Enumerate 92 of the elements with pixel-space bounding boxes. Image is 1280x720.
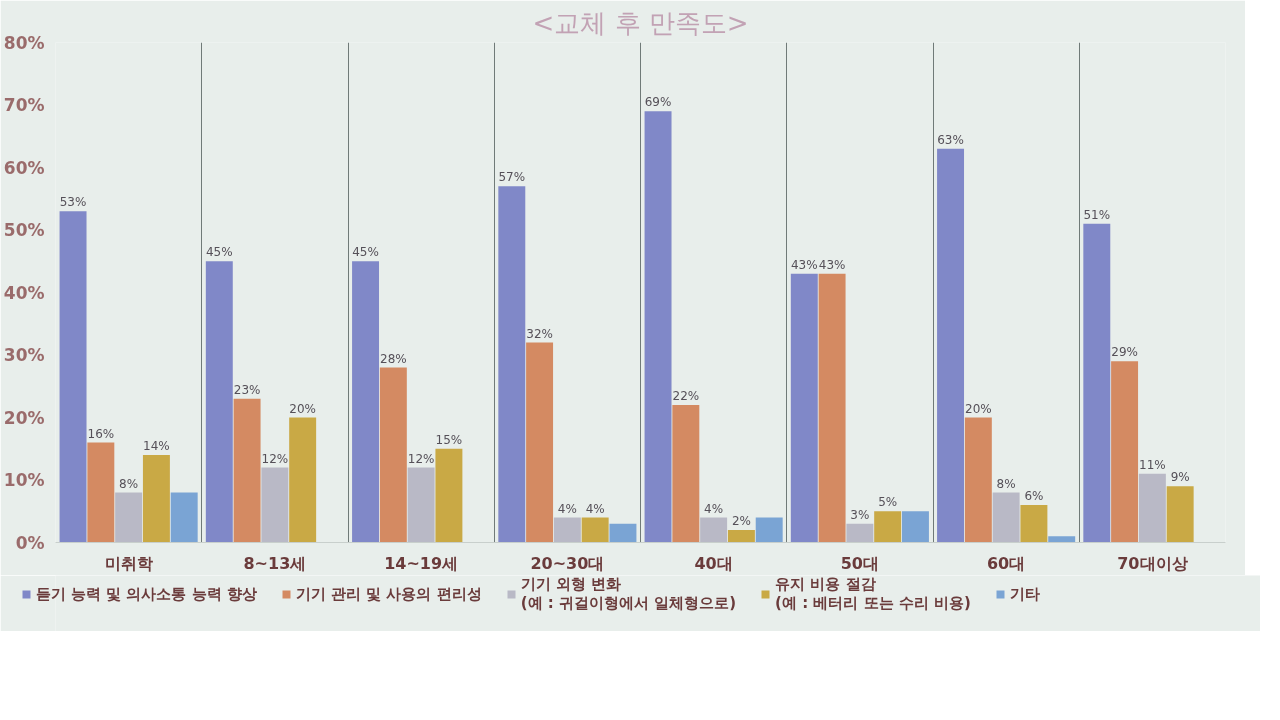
y-tick-label: 80% xyxy=(3,32,45,53)
bar xyxy=(1048,536,1076,543)
bar xyxy=(1020,505,1048,543)
data-label: 14% xyxy=(143,439,170,453)
data-label: 8% xyxy=(119,476,139,491)
legend-label: 기타 xyxy=(1009,584,1040,604)
y-tick-label: 0% xyxy=(15,532,45,553)
bar xyxy=(818,273,846,543)
y-tick-label: 50% xyxy=(3,220,45,240)
data-label: 12% xyxy=(407,451,435,466)
y-tick-label: 10% xyxy=(3,470,45,490)
data-label: 45% xyxy=(205,245,233,260)
bar xyxy=(407,467,435,543)
bar xyxy=(1166,486,1194,543)
data-label: 4% xyxy=(557,501,577,516)
data-label: 20% xyxy=(289,401,316,416)
data-label: 5% xyxy=(878,495,898,510)
x-tick-label: 40대 xyxy=(694,553,733,573)
data-label: 2% xyxy=(731,514,751,528)
data-label: 23% xyxy=(233,382,261,397)
data-label: 20% xyxy=(965,401,992,416)
bar xyxy=(937,148,965,543)
bar xyxy=(581,517,609,543)
data-label: 4% xyxy=(704,501,724,516)
bar xyxy=(609,523,637,543)
bar xyxy=(700,517,728,543)
legend-label: 유지 비용 절감 (예 : 베터리 또는 수리 비용) xyxy=(775,575,971,613)
bar xyxy=(435,448,463,543)
x-tick-label: 60대 xyxy=(986,553,1026,573)
chart-title: <교체 후 만족도> xyxy=(532,7,749,38)
data-label: 43% xyxy=(790,257,818,272)
bar xyxy=(755,517,783,543)
data-label: 4% xyxy=(585,501,605,516)
data-label: 53% xyxy=(59,195,87,210)
bar xyxy=(644,111,672,543)
y-tick-label: 60% xyxy=(3,157,45,178)
data-label: 45% xyxy=(352,245,379,260)
x-tick-label: 50대 xyxy=(840,553,880,573)
bar xyxy=(498,186,526,543)
bar xyxy=(142,455,170,543)
bar xyxy=(727,530,755,543)
bar xyxy=(874,511,902,543)
data-label: 3% xyxy=(850,507,870,522)
bar xyxy=(1083,223,1111,543)
bar xyxy=(205,261,233,543)
data-label: 11% xyxy=(1139,457,1166,472)
bar xyxy=(289,417,317,543)
data-label: 69% xyxy=(644,95,672,110)
data-label: 51% xyxy=(1083,207,1111,222)
data-label: 6% xyxy=(1024,489,1044,503)
data-label: 57% xyxy=(498,170,526,185)
bar xyxy=(379,367,407,543)
y-tick-label: 40% xyxy=(3,282,45,303)
bar xyxy=(901,511,929,543)
bar xyxy=(352,261,380,543)
legend-label: 듣기 능력 및 의사소통 능력 향상 xyxy=(35,584,257,604)
bar xyxy=(526,342,554,543)
x-tick-label: 미취학 xyxy=(104,553,153,573)
bar xyxy=(964,417,992,543)
y-tick-label: 20% xyxy=(3,407,45,428)
bar xyxy=(1111,361,1139,543)
data-label: 15% xyxy=(435,432,463,447)
x-tick-label: 14~19세 xyxy=(384,553,459,573)
y-tick-label: 30% xyxy=(3,345,45,365)
bar xyxy=(992,492,1020,543)
data-label: 22% xyxy=(672,389,700,403)
bar xyxy=(233,398,261,543)
bar xyxy=(1138,473,1166,543)
bar xyxy=(672,405,700,543)
bar xyxy=(87,442,115,543)
legend-label: 기기 관리 및 사용의 편리성 xyxy=(295,584,482,604)
data-label: 32% xyxy=(526,326,553,341)
bar xyxy=(115,492,143,543)
bar xyxy=(261,467,289,543)
data-label: 29% xyxy=(1111,345,1138,360)
bar xyxy=(170,492,198,543)
data-label: 28% xyxy=(380,351,407,366)
data-label: 63% xyxy=(937,132,964,147)
data-label: 9% xyxy=(1170,470,1190,485)
data-label: 8% xyxy=(996,476,1016,491)
bar xyxy=(59,211,87,543)
data-label: 12% xyxy=(261,451,289,466)
y-tick-label: 70% xyxy=(3,95,45,115)
legend-label: 기기 외형 변화 (예 : 귀걸이형에서 일체형으로) xyxy=(520,575,737,613)
data-label: 16% xyxy=(87,426,115,441)
bar xyxy=(846,523,874,543)
x-tick-label: 70대이상 xyxy=(1117,553,1188,573)
bar xyxy=(553,517,581,543)
x-tick-label: 8~13세 xyxy=(243,553,307,573)
bar xyxy=(790,273,818,543)
data-label: 43% xyxy=(818,257,846,272)
x-tick-label: 20~30대 xyxy=(530,553,605,573)
